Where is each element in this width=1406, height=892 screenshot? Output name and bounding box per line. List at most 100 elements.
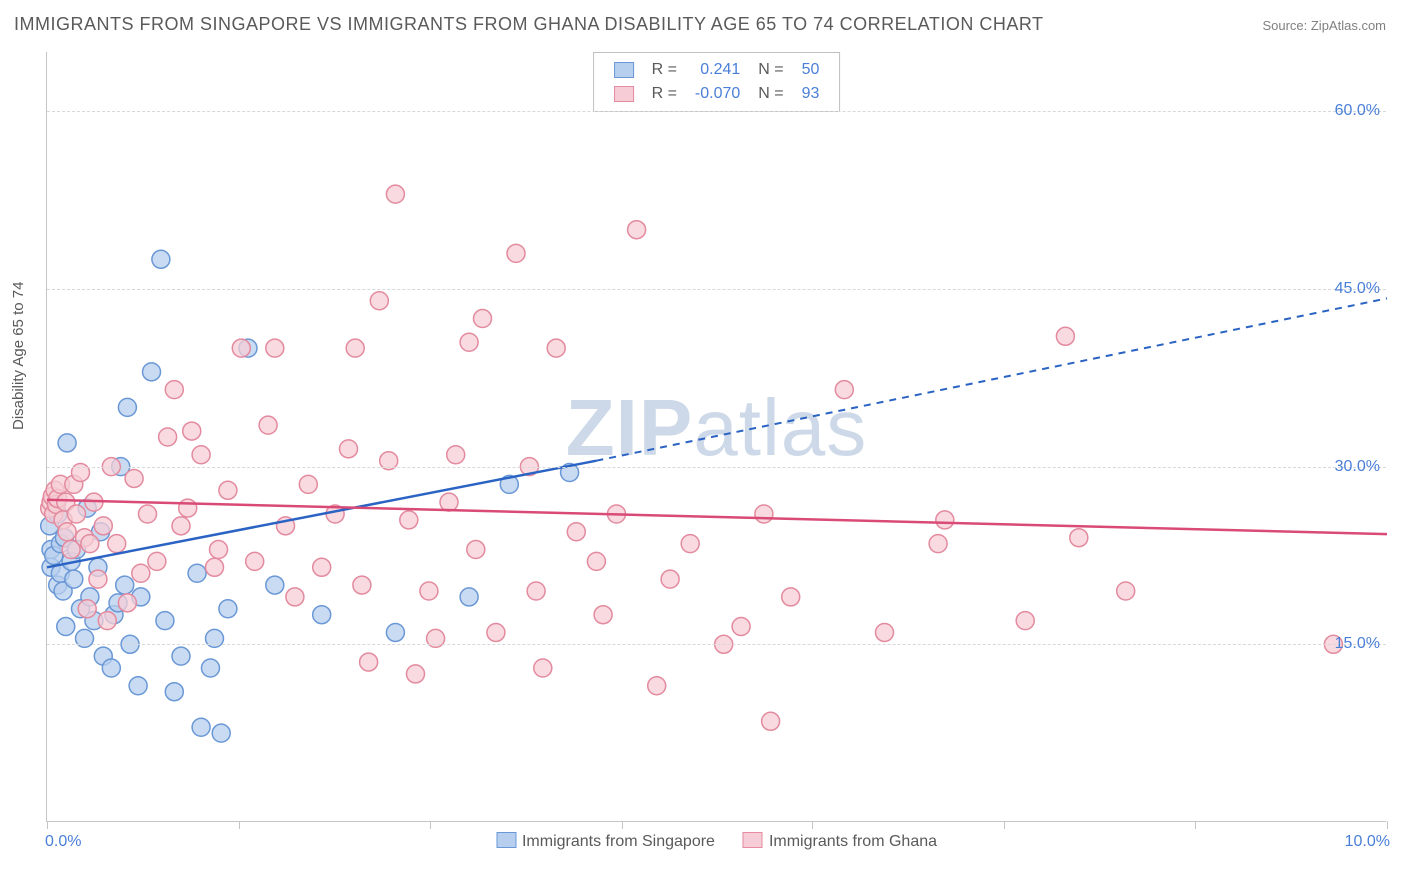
data-point (628, 221, 646, 239)
data-point (179, 499, 197, 517)
data-point (876, 623, 894, 641)
data-point (212, 724, 230, 742)
data-point (447, 446, 465, 464)
data-point (132, 564, 150, 582)
data-point (400, 511, 418, 529)
data-point (440, 493, 458, 511)
data-point (165, 683, 183, 701)
data-point (148, 552, 166, 570)
data-point (108, 535, 126, 553)
data-point (313, 606, 331, 624)
data-point (192, 446, 210, 464)
data-point (681, 535, 699, 553)
data-point (407, 665, 425, 683)
data-point (94, 517, 112, 535)
x-axis-min-label: 0.0% (45, 833, 81, 851)
data-point (527, 582, 545, 600)
chart-plot-area: ZIPatlas R =0.241N =50R =-0.070N =93 0.0… (46, 52, 1386, 822)
data-point (152, 250, 170, 268)
data-point (259, 416, 277, 434)
data-point (299, 475, 317, 493)
data-point (118, 398, 136, 416)
data-point (129, 677, 147, 695)
data-point (192, 718, 210, 736)
data-point (507, 244, 525, 262)
data-point (219, 481, 237, 499)
data-point (534, 659, 552, 677)
data-point (286, 588, 304, 606)
data-point (201, 659, 219, 677)
data-point (313, 558, 331, 576)
data-point (183, 422, 201, 440)
data-point (116, 576, 134, 594)
data-point (587, 552, 605, 570)
data-point (567, 523, 585, 541)
data-point (165, 381, 183, 399)
data-point (353, 576, 371, 594)
y-axis-label: Disability Age 65 to 74 (10, 282, 27, 430)
correlation-legend: R =0.241N =50R =-0.070N =93 (593, 52, 841, 112)
data-point (266, 576, 284, 594)
legend-row: R =0.241N =50 (606, 59, 828, 81)
data-point (118, 594, 136, 612)
data-point (159, 428, 177, 446)
data-point (206, 558, 224, 576)
x-tick (239, 821, 240, 829)
data-point (67, 505, 85, 523)
gridline (47, 111, 1386, 112)
data-point (474, 310, 492, 328)
scatter-plot-svg (47, 52, 1386, 821)
x-tick (622, 821, 623, 829)
data-point (143, 363, 161, 381)
data-point (762, 712, 780, 730)
data-point (1016, 612, 1034, 630)
series-legend: Immigrants from SingaporeImmigrants from… (482, 832, 951, 851)
data-point (1070, 529, 1088, 547)
data-point (172, 647, 190, 665)
y-tick-label: 15.0% (1335, 635, 1380, 653)
gridline (47, 289, 1386, 290)
data-point (346, 339, 364, 357)
data-point (246, 552, 264, 570)
data-point (648, 677, 666, 695)
source-attribution: Source: ZipAtlas.com (1262, 18, 1386, 33)
data-point (102, 659, 120, 677)
gridline (47, 644, 1386, 645)
data-point (732, 618, 750, 636)
data-point (172, 517, 190, 535)
x-axis-max-label: 10.0% (1345, 833, 1390, 851)
data-point (487, 623, 505, 641)
data-point (370, 292, 388, 310)
y-tick-label: 30.0% (1335, 458, 1380, 476)
y-tick-label: 60.0% (1335, 102, 1380, 120)
trend-line-extrapolated (596, 298, 1387, 460)
data-point (782, 588, 800, 606)
data-point (835, 381, 853, 399)
data-point (936, 511, 954, 529)
gridline (47, 467, 1386, 468)
data-point (232, 339, 250, 357)
data-point (81, 535, 99, 553)
data-point (420, 582, 438, 600)
x-tick (1195, 821, 1196, 829)
data-point (266, 339, 284, 357)
y-tick-label: 45.0% (1335, 280, 1380, 298)
data-point (547, 339, 565, 357)
legend-row: R =-0.070N =93 (606, 83, 828, 105)
data-point (386, 623, 404, 641)
data-point (460, 333, 478, 351)
data-point (929, 535, 947, 553)
data-point (210, 541, 228, 559)
data-point (1117, 582, 1135, 600)
data-point (1056, 327, 1074, 345)
x-tick (1004, 821, 1005, 829)
data-point (467, 541, 485, 559)
x-tick (430, 821, 431, 829)
data-point (139, 505, 157, 523)
data-point (57, 618, 75, 636)
legend-item: Immigrants from Ghana (743, 833, 937, 850)
data-point (58, 434, 76, 452)
data-point (125, 469, 143, 487)
x-tick (47, 821, 48, 829)
data-point (65, 570, 83, 588)
